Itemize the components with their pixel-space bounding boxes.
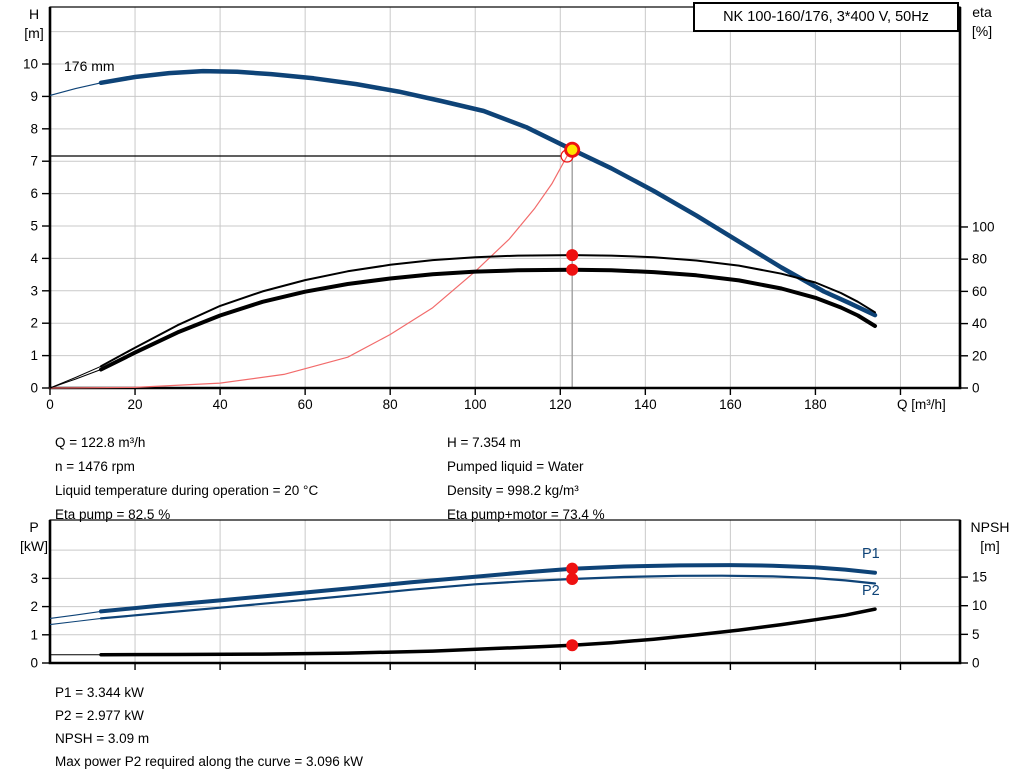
- right-tick-label: 0: [972, 381, 980, 396]
- duty-point-marker: [564, 141, 581, 158]
- curve-eta-pump-motor: [99, 267, 877, 372]
- p-axis-unit: [kW]: [20, 538, 48, 554]
- curve-head-176mm: [98, 68, 878, 318]
- info-q: Q = 122.8 m³/h: [55, 435, 146, 450]
- curve-value-marker: [566, 562, 579, 575]
- curve-p1: [99, 563, 877, 614]
- right-tick-label: 80: [972, 252, 987, 267]
- right-tick-label: 10: [972, 598, 987, 613]
- right-tick-label: 15: [972, 570, 987, 585]
- left-tick-label: 10: [23, 57, 38, 72]
- h-axis-unit: [m]: [24, 25, 44, 41]
- right-tick-label: 40: [972, 316, 987, 331]
- right-tick-label: 100: [972, 219, 995, 234]
- left-tick-label: 2: [30, 599, 38, 614]
- curve-p2-leader: [49, 617, 102, 626]
- info-eta-pump-motor: Eta pump+motor = 73.4 %: [447, 507, 605, 522]
- curve-eta-pump-motor-leader: [49, 369, 102, 389]
- right-tick-label: 20: [972, 348, 987, 363]
- h-axis-symbol: H: [28, 6, 40, 22]
- curve-value-marker: [566, 573, 579, 586]
- duty-info-right: H = 7.354 m Pumped liquid = Water Densit…: [447, 431, 605, 527]
- right-tick-label: 60: [972, 284, 987, 299]
- q-axis-label: Q [m³/h]: [897, 397, 946, 412]
- left-tick-label: 3: [30, 283, 38, 298]
- x-tick-label: 120: [549, 397, 572, 412]
- plot-frame: [49, 519, 961, 664]
- x-tick-label: 40: [213, 397, 228, 412]
- left-tick-label: 7: [30, 154, 38, 169]
- p2-curve-label: P2: [862, 583, 880, 599]
- p-axis-symbol: P: [29, 519, 39, 535]
- h-axis-label: H [m]: [14, 5, 54, 43]
- info-max-power: Max power P2 required along the curve = …: [55, 754, 364, 769]
- left-tick-label: 6: [30, 186, 38, 201]
- x-tick-label: 0: [46, 397, 54, 412]
- x-tick-label: 160: [719, 397, 742, 412]
- left-tick-label: 9: [30, 89, 38, 104]
- eta-axis-symbol: eta: [972, 4, 992, 20]
- eta-axis-unit: [%]: [971, 23, 993, 39]
- curve-system-curve: [49, 155, 568, 389]
- duty-info-left: Q = 122.8 m³/h n = 1476 rpm Liquid tempe…: [55, 431, 318, 527]
- info-pumped-liquid: Pumped liquid = Water: [447, 459, 584, 474]
- x-tick-label: 20: [128, 397, 143, 412]
- info-npsh: NPSH = 3.09 m: [55, 731, 150, 746]
- x-tick-label: 60: [298, 397, 313, 412]
- info-p2: P2 = 2.977 kW: [55, 708, 144, 723]
- curve-eta-pump-leader: [49, 365, 102, 389]
- curve-p2: [99, 574, 877, 620]
- impeller-diameter-label: 176 mm: [64, 58, 115, 74]
- left-tick-label: 3: [30, 571, 38, 586]
- left-tick-label: 0: [30, 381, 38, 396]
- x-tick-label: 80: [383, 397, 398, 412]
- info-head: H = 7.354 m: [447, 435, 521, 450]
- left-tick-label: 1: [30, 627, 38, 642]
- curve-value-marker: [566, 263, 579, 276]
- p1-curve-label: P1: [862, 546, 880, 562]
- info-liquid-temp: Liquid temperature during operation = 20…: [55, 483, 319, 498]
- right-tick-label: 5: [972, 627, 980, 642]
- npsh-axis-unit: [m]: [980, 538, 1000, 554]
- info-p1: P1 = 3.344 kW: [55, 685, 144, 700]
- left-tick-label: 8: [30, 121, 38, 136]
- npsh-axis-label: NPSH [m]: [960, 518, 1020, 556]
- curve-head-176mm-leader: [49, 82, 102, 96]
- left-tick-label: 2: [30, 316, 38, 331]
- eta-axis-label: eta [%]: [962, 3, 1002, 41]
- npsh-axis-symbol: NPSH: [970, 519, 1010, 535]
- x-tick-label: 100: [464, 397, 487, 412]
- p-axis-label: P [kW]: [12, 518, 56, 556]
- x-tick-label: 180: [804, 397, 827, 412]
- pump-title-box: NK 100-160/176, 3*400 V, 50Hz: [693, 2, 959, 32]
- left-tick-label: 5: [30, 219, 38, 234]
- left-tick-label: 1: [30, 348, 38, 363]
- info-speed: n = 1476 rpm: [55, 459, 135, 474]
- right-tick-label: 0: [972, 656, 980, 671]
- curve-npsh: [99, 607, 877, 657]
- info-density: Density = 998.2 kg/m³: [447, 483, 579, 498]
- power-info: P1 = 3.344 kW P2 = 2.977 kW NPSH = 3.09 …: [55, 681, 363, 773]
- curve-eta-pump: [100, 254, 876, 368]
- curve-value-marker: [566, 249, 579, 262]
- x-tick-label: 140: [634, 397, 657, 412]
- curve-value-marker: [566, 639, 579, 652]
- info-eta-pump: Eta pump = 82.5 %: [55, 507, 171, 522]
- left-tick-label: 0: [30, 656, 38, 671]
- left-tick-label: 4: [30, 251, 38, 266]
- curve-p1-leader: [49, 610, 102, 619]
